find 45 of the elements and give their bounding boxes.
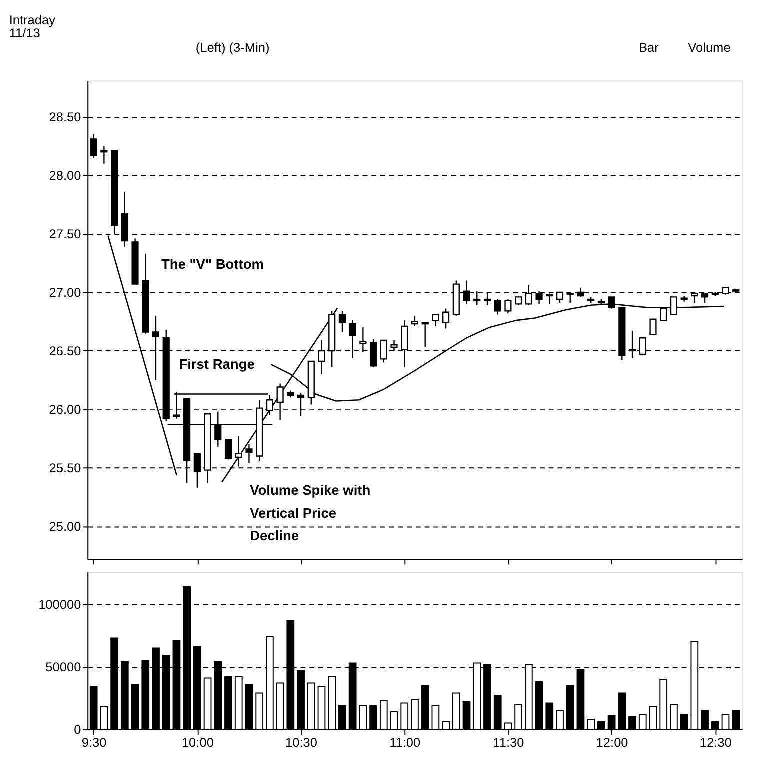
candlestick xyxy=(432,314,440,327)
x-tick-label: 11:30 xyxy=(493,734,524,750)
x-tick-label: 10:30 xyxy=(286,734,318,750)
candlestick xyxy=(380,340,388,364)
candlestick xyxy=(515,295,522,306)
x-tick-label: 9:30 xyxy=(82,734,107,750)
y-tick-label: 0 xyxy=(74,722,82,737)
y-tick-label: 27.00 xyxy=(49,284,82,300)
annotation: The "V" Bottom xyxy=(161,256,264,272)
candlestick xyxy=(100,146,108,164)
candlestick xyxy=(504,298,512,314)
y-tick-label: 25.00 xyxy=(49,518,82,534)
y-tick-label: 50000 xyxy=(46,659,82,674)
x-tick-label: 12:00 xyxy=(596,734,628,750)
y-tick-label: 26.00 xyxy=(49,402,82,417)
text: Volume xyxy=(688,40,731,56)
text: Bar xyxy=(638,40,660,56)
candlestick xyxy=(650,318,657,336)
candlestick xyxy=(411,315,419,327)
y-tick-label: 28.50 xyxy=(49,109,82,124)
candlestick xyxy=(556,292,564,304)
candlestick xyxy=(224,439,232,460)
candlestick xyxy=(660,308,668,322)
candlestick xyxy=(422,322,429,348)
candlestick xyxy=(494,298,502,316)
annotation: First Range xyxy=(179,357,256,372)
candlestick xyxy=(370,338,378,368)
candlestick xyxy=(442,308,450,330)
text: (Left) (3-Min) xyxy=(196,40,270,56)
y-tick-label: 28.00 xyxy=(49,168,82,183)
x-tick-label: 12:30 xyxy=(700,734,732,750)
candlestick xyxy=(246,444,253,464)
y-tick-label: 25.50 xyxy=(49,460,82,476)
chart-title: Intraday xyxy=(9,12,56,28)
x-tick-label: 11:00 xyxy=(390,734,421,750)
x-tick-label: 10:00 xyxy=(182,734,214,750)
chart-subtitle: 11/13 xyxy=(9,25,40,40)
candlestick xyxy=(194,453,201,488)
candlestick xyxy=(318,340,326,375)
y-tick-label: 27.50 xyxy=(49,226,82,242)
y-tick-label: 26.50 xyxy=(49,343,82,358)
y-tick-label: 100000 xyxy=(38,596,82,612)
candlestick xyxy=(90,134,98,159)
candlestick xyxy=(338,310,346,333)
annotation: Volume Spike with Vertical Price Decline xyxy=(250,483,371,544)
